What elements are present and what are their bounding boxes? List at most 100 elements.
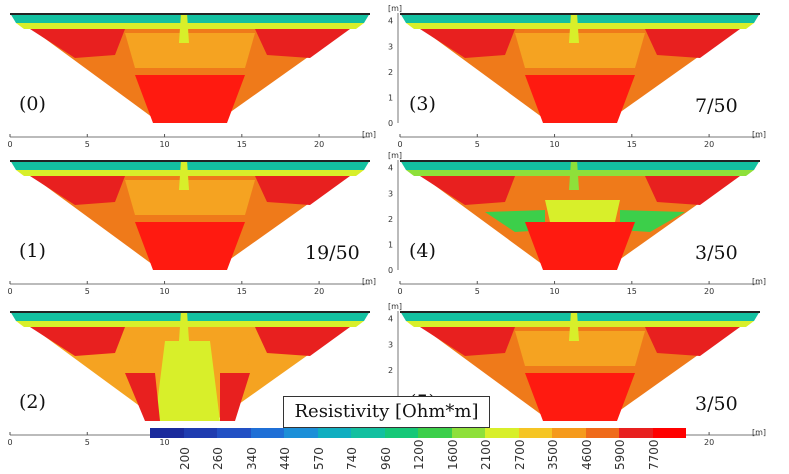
y-tick-label: 2	[388, 68, 393, 77]
panel-0: 0 5 10 15 20 [m] (0)	[5, 5, 385, 155]
section-svg: 0 5 10 15 20 [m]	[7, 160, 376, 296]
legend-swatch	[652, 428, 686, 438]
right-wing	[645, 176, 740, 205]
x-tick-label: 10	[159, 140, 169, 149]
legend-swatch	[384, 428, 418, 438]
mid-zone	[125, 180, 255, 215]
legend-label: 200	[177, 447, 192, 470]
legend-title: Resistivity [Ohm*m]	[283, 396, 490, 428]
x-tick-label: 5	[475, 140, 480, 149]
left-wing	[30, 29, 125, 58]
panel-label: (4)	[409, 240, 436, 262]
legend-swatch	[217, 428, 251, 438]
surface-line	[10, 13, 370, 15]
x-tick-label: 10	[549, 140, 559, 149]
left-wing	[420, 327, 515, 356]
y-tick-label: 3	[388, 42, 393, 51]
surface-band-2	[16, 23, 364, 29]
legend-label: 1600	[445, 439, 460, 470]
deep-left	[125, 373, 160, 421]
yellow-zone	[545, 200, 620, 222]
legend-label: 960	[378, 447, 393, 470]
panel-label: (2)	[19, 391, 46, 413]
y-tick-label: 4	[388, 17, 393, 26]
vertical-anomaly	[179, 160, 189, 190]
x-tick-label: 15	[237, 287, 247, 296]
legend-swatch	[518, 428, 552, 438]
deep-core	[155, 341, 220, 421]
panel-ratio: 3/50	[695, 393, 738, 415]
y-unit-label: [m]	[388, 302, 402, 311]
mid-zone	[515, 331, 645, 366]
x-tick-label: 20	[704, 140, 714, 149]
y-tick-label: 2	[388, 215, 393, 224]
surface-band	[400, 311, 760, 321]
panel-4: 0 5 10 15 20 [m] 0 1 2 3 4 [m] (4) 3/50	[388, 151, 775, 302]
x-unit-label: [m]	[752, 428, 766, 437]
surface-line	[400, 160, 760, 162]
legend-swatch	[552, 428, 586, 438]
vertical-anomaly	[569, 311, 579, 341]
vertical-anomaly	[179, 311, 189, 341]
panel-label: (0)	[19, 93, 46, 115]
panel-ratio: 7/50	[695, 95, 738, 117]
mid-zone	[125, 33, 255, 68]
legend-label: 2700	[512, 439, 527, 470]
surface-band	[10, 13, 370, 23]
legend-swatch	[418, 428, 452, 438]
legend-swatch	[284, 428, 318, 438]
section-svg: 20 [m] 2 3 4 [m]	[388, 302, 766, 447]
left-wing	[420, 29, 515, 58]
x-tick-label: 0	[7, 438, 12, 447]
legend-swatch	[485, 428, 519, 438]
x-tick-label: 10	[549, 287, 559, 296]
y-unit-label: [m]	[388, 4, 402, 13]
y-tick-label: 1	[388, 93, 393, 102]
legend-swatch	[451, 428, 485, 438]
left-wing	[30, 176, 125, 205]
surface-line	[10, 311, 370, 313]
left-wing	[30, 327, 125, 356]
panel-1: 0 5 10 15 20 [m] (1) 19/50	[5, 152, 385, 302]
y-tick-label: 2	[388, 366, 393, 375]
deep-core	[525, 222, 635, 270]
panel-3: 0 5 10 15 20 [m] 0 1 2 3 4 [m] (3) 7/50	[388, 4, 775, 155]
y-tick-label: 0	[388, 266, 393, 275]
surface-band-2	[16, 170, 364, 176]
surface-band	[400, 160, 760, 170]
y-tick-label: 4	[388, 315, 393, 324]
x-tick-label: 5	[85, 287, 90, 296]
y-tick-label: 0	[388, 119, 393, 128]
x-tick-label: 5	[85, 140, 90, 149]
x-unit-label: [m]	[362, 130, 376, 139]
right-wing	[255, 327, 350, 356]
legend-label: 440	[278, 447, 292, 470]
y-tick-label: 1	[388, 240, 393, 249]
left-wing	[420, 176, 515, 205]
mid-zone	[515, 33, 645, 68]
y-unit-label: [m]	[388, 151, 402, 160]
legend-swatch	[619, 428, 653, 438]
x-tick-label: 15	[627, 287, 637, 296]
surface-band	[10, 311, 370, 321]
legend-label: 1200	[412, 439, 426, 470]
legend-label: 2100	[479, 439, 493, 470]
deep-core	[135, 222, 245, 270]
right-wing	[645, 29, 740, 58]
legend-label: 3500	[546, 439, 560, 470]
x-tick-label: 0	[397, 287, 402, 296]
green-zone-right	[620, 210, 685, 232]
x-tick-label: 20	[704, 438, 714, 447]
surface-band	[400, 13, 760, 23]
deep-core	[135, 75, 245, 123]
vertical-anomaly	[179, 13, 189, 43]
surface-band-2	[16, 321, 364, 327]
deep-core	[525, 75, 635, 123]
x-tick-label: 20	[704, 287, 714, 296]
surface-band-2	[406, 170, 754, 176]
x-tick-label: 0	[397, 140, 402, 149]
panel-ratio: 3/50	[695, 242, 738, 264]
x-tick-label: 15	[627, 140, 637, 149]
